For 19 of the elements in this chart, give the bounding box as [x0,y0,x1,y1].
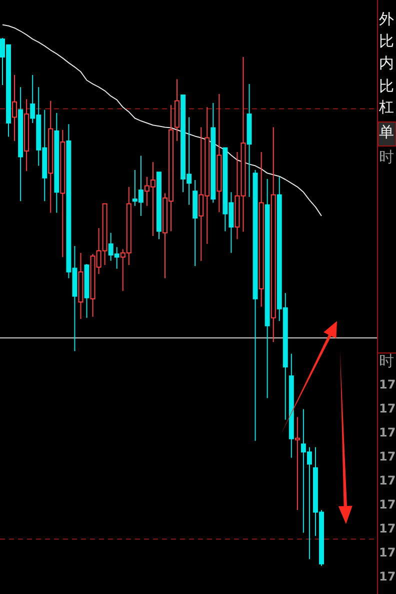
text: 17 [379,569,396,584]
text: 时 [379,352,394,370]
text: 17 [379,521,396,536]
text: 单 [379,123,394,142]
text: 17 [379,545,396,560]
text: 比 [379,77,394,96]
text: 17 [379,425,396,440]
text: 17 [379,473,396,488]
text: 17 [379,497,396,512]
candlestick [294,416,300,511]
text: 外 [379,10,394,28]
text: 比 [379,32,394,50]
text: 杠 [378,98,394,116]
text: 17 [379,377,396,392]
text: 内 [379,54,394,72]
candlestick [12,74,18,142]
text: 17 [379,401,396,416]
text: 时 [379,148,394,166]
text: 17 [379,449,396,464]
